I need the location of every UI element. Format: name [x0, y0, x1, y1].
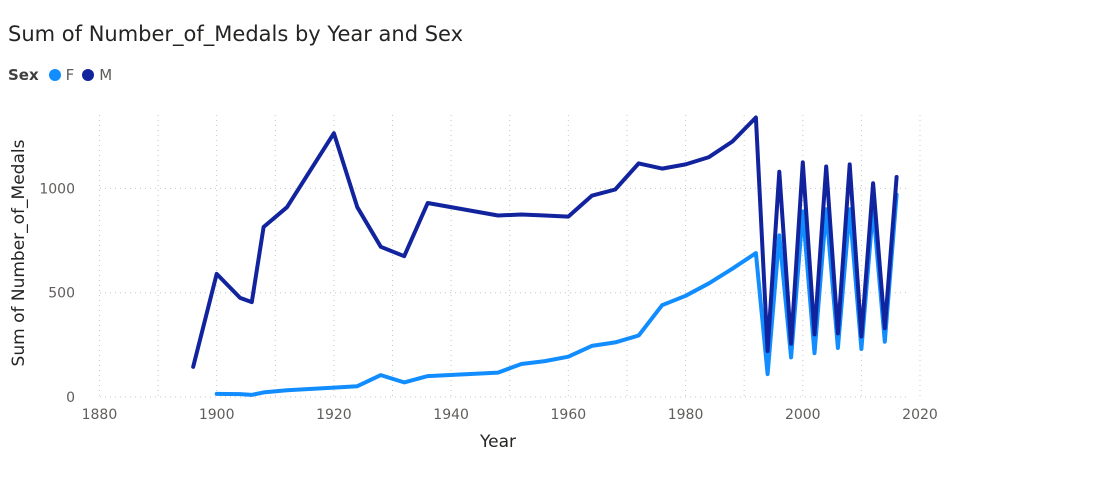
x-tick-label: 2020 [902, 407, 938, 423]
grid [98, 115, 921, 398]
legend-dot-m-icon [82, 69, 95, 81]
legend-item-m[interactable]: M [82, 66, 112, 84]
x-tick-label: 1920 [316, 407, 352, 423]
y-tick-label: 0 [66, 390, 75, 406]
legend-item-f[interactable]: F [48, 66, 75, 84]
legend-dot-f-icon [48, 69, 61, 81]
series-line-m[interactable] [191, 115, 899, 369]
y-tick-label: 1000 [39, 181, 75, 197]
x-tick-label: 1900 [199, 407, 235, 423]
x-tick-label: 1960 [551, 407, 587, 423]
x-axis-title: Year [479, 432, 516, 452]
y-axis-title: Sum of Number_of_Medals [9, 139, 29, 366]
series-lines [191, 115, 899, 397]
series-line-f[interactable] [214, 192, 899, 397]
x-tick-label: 2000 [785, 407, 821, 423]
y-tick-label: 500 [48, 286, 75, 302]
x-axis-ticks: 1880 1900 1920 1940 1960 1980 2000 2020 [82, 407, 938, 423]
x-tick-label: 1940 [433, 407, 469, 423]
x-tick-label: 1880 [82, 407, 118, 423]
chart-title: Sum of Number_of_Medals by Year and Sex [8, 22, 464, 46]
legend-title: Sex [8, 66, 39, 84]
legend-label-m: M [99, 66, 113, 84]
legend-label-f: F [65, 66, 75, 84]
y-axis-ticks: 0 500 1000 [39, 181, 75, 406]
legend: Sex F M [8, 66, 112, 84]
x-tick-label: 1980 [668, 407, 704, 423]
